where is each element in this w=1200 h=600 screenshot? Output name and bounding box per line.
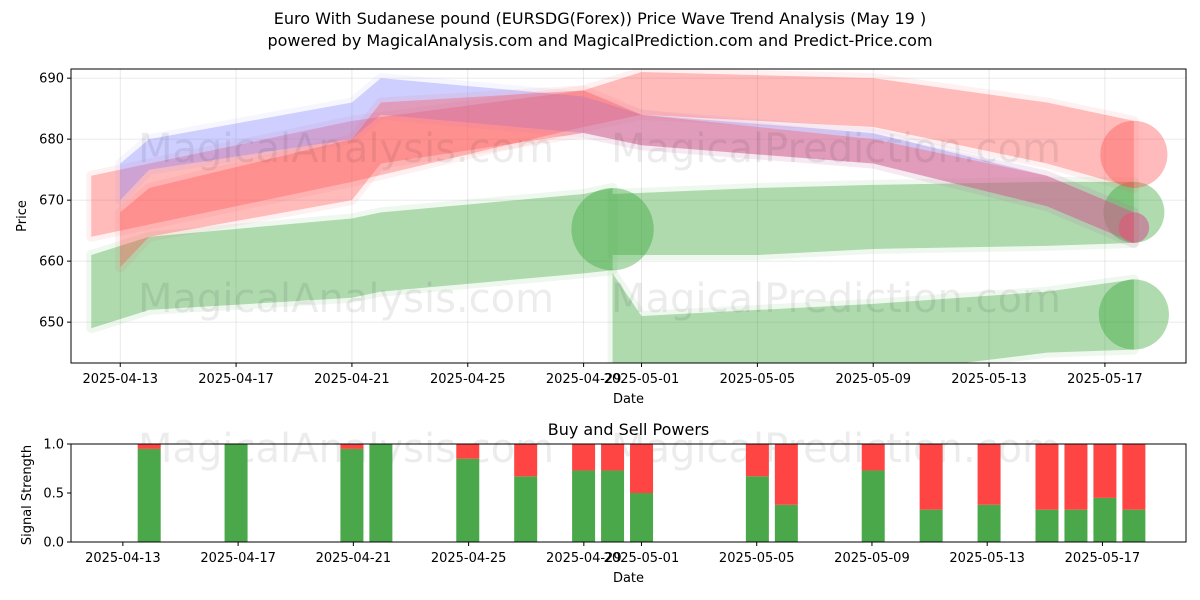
buy-bar — [340, 448, 364, 542]
buy-bar — [1035, 509, 1059, 542]
buy-bar — [861, 470, 885, 542]
y-tick-label: 680 — [39, 133, 64, 148]
x2-tick-label: 2025-04-21 — [316, 551, 392, 566]
price-wave-band-6 — [115, 85, 1139, 273]
x2-tick-label: 2025-04-25 — [431, 551, 507, 566]
x2-tick-label: 2025-04-29 — [546, 551, 622, 566]
y2-axis-label: Signal Strength — [20, 445, 35, 545]
x-tick-label: 2025-04-25 — [430, 372, 506, 387]
price-wave-cap-3 — [1098, 279, 1169, 350]
x-tick-label: 2025-05-09 — [835, 372, 911, 387]
price-wave-cap-2 — [1103, 181, 1165, 243]
y2-tick-label: 0.5 — [43, 487, 64, 502]
y-tick-label: 690 — [39, 72, 64, 87]
wave-bands — [86, 69, 1169, 363]
watermark-prediction: MagicalPrediction.com — [611, 126, 1061, 172]
sell-bar — [1093, 444, 1117, 498]
x2-tick-label: 2025-04-13 — [85, 551, 161, 566]
buy-bar — [630, 493, 654, 542]
sell-bar — [1035, 444, 1059, 510]
bottom-chart-title: Buy and Sell Powers — [548, 420, 710, 439]
x2-tick-label: 2025-05-09 — [834, 551, 910, 566]
buy-bar — [369, 444, 393, 542]
top-plot-frame — [70, 68, 1187, 364]
x2-tick-label: 2025-05-01 — [604, 551, 680, 566]
chart-title: Euro With Sudanese pound (EURSDG(Forex))… — [273, 9, 927, 28]
watermark-prediction: MagicalPrediction.com — [611, 276, 1061, 322]
sell-bar — [456, 444, 480, 459]
x2-tick-label: 2025-05-13 — [949, 551, 1025, 566]
y2-tick-label: 0.0 — [43, 536, 64, 551]
x-tick-label: 2025-05-01 — [604, 372, 680, 387]
buy-bar — [977, 504, 1001, 542]
y-tick-label: 650 — [39, 316, 64, 331]
buy-bar — [745, 476, 769, 542]
sell-bar — [1064, 444, 1088, 510]
buy-bar — [224, 444, 248, 542]
x-tick-label: 2025-04-13 — [82, 372, 158, 387]
sell-bar — [774, 444, 798, 505]
buy-bar — [514, 476, 538, 542]
x-tick-label: 2025-05-05 — [720, 372, 796, 387]
sell-bar — [514, 444, 538, 477]
x-tick-label: 2025-04-29 — [546, 372, 622, 387]
buy-bar — [601, 470, 625, 542]
x2-tick-label: 2025-04-17 — [200, 551, 276, 566]
y2-tick-label: 1.0 — [43, 438, 64, 453]
sell-bar — [745, 444, 769, 477]
buy-bar — [572, 470, 596, 542]
buy-bar — [774, 504, 798, 542]
x-tick-label: 2025-04-17 — [198, 372, 274, 387]
chart-subtitle: powered by MagicalAnalysis.com and Magic… — [267, 31, 933, 50]
price-wave-band-4 — [86, 69, 1139, 242]
price-wave-cap-4 — [1100, 120, 1168, 188]
x2-tick-label: 2025-05-17 — [1065, 551, 1141, 566]
sell-bar — [340, 444, 364, 449]
buy-bar — [137, 448, 161, 542]
x-tick-label: 2025-04-21 — [314, 372, 390, 387]
sell-bar — [630, 444, 654, 493]
sell-bar — [572, 444, 596, 471]
sell-bar — [1122, 444, 1146, 510]
y-axis-label: Price — [15, 200, 30, 232]
x2-axis-label: Date — [613, 571, 644, 586]
x-axis-label: Date — [613, 392, 644, 407]
sell-bar — [919, 444, 943, 510]
signal-bars — [137, 444, 1146, 542]
sell-bar — [861, 444, 885, 471]
buy-bar — [456, 458, 480, 542]
y-tick-label: 670 — [39, 194, 64, 209]
y-tick-label: 660 — [39, 255, 64, 270]
sell-bar — [137, 444, 161, 449]
buy-bar — [919, 509, 943, 542]
price-wave-cap-1 — [571, 187, 654, 271]
price-wave-band-1 — [86, 182, 618, 334]
x-tick-label: 2025-05-17 — [1067, 372, 1143, 387]
buy-bar — [1064, 509, 1088, 542]
price-wave-band-3 — [607, 268, 1139, 363]
watermark-analysis: MagicalAnalysis.com — [138, 126, 554, 172]
price-wave-band-2 — [607, 176, 1139, 261]
watermark-analysis: MagicalAnalysis.com — [138, 276, 554, 322]
price-wave-cap-6 — [1118, 212, 1150, 243]
x-tick-label: 2025-05-13 — [951, 372, 1027, 387]
sell-bar — [977, 444, 1001, 505]
price-wave-cap-5 — [1118, 212, 1150, 243]
buy-bar — [1122, 509, 1146, 542]
top-grid — [71, 69, 1186, 363]
sell-bar — [601, 444, 625, 471]
x2-tick-label: 2025-05-05 — [719, 551, 795, 566]
price-wave-band-5 — [115, 73, 1139, 248]
buy-bar — [1093, 497, 1117, 542]
